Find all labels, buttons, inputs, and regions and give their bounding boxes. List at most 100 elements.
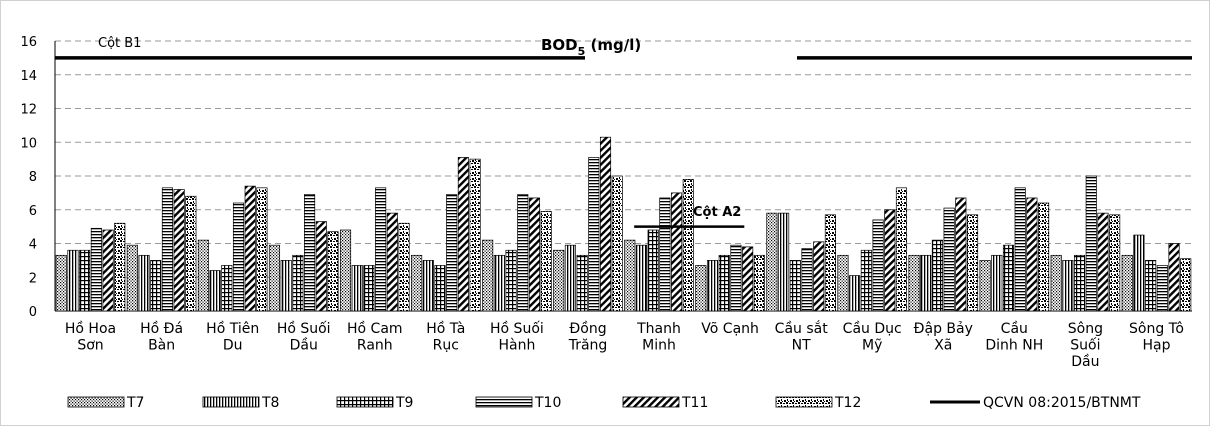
category-label: Hồ Đá Bàn bbox=[140, 320, 183, 354]
bar-t8 bbox=[564, 244, 576, 312]
y-tick-label: 14 bbox=[20, 69, 37, 84]
legend-swatch-t11 bbox=[622, 396, 680, 408]
bar-t12 bbox=[611, 175, 623, 312]
y-tick-label: 4 bbox=[29, 238, 37, 253]
category-label-line: Mỹ bbox=[862, 338, 882, 354]
legend-swatch-t7 bbox=[67, 396, 125, 408]
bar-t7 bbox=[197, 239, 209, 312]
y-tick-label: 16 bbox=[20, 35, 37, 50]
category-label: Sông Tô Hạp bbox=[1129, 321, 1184, 354]
bar-t11 bbox=[1097, 212, 1109, 312]
category-label-line: Đập Bảy bbox=[914, 321, 973, 337]
bar-t9 bbox=[789, 260, 801, 312]
bar-t9 bbox=[292, 254, 304, 312]
bar-t10 bbox=[1014, 187, 1026, 312]
category-label-line: Hồ Đá bbox=[140, 320, 183, 337]
bar-t7 bbox=[766, 212, 778, 312]
bar-t7 bbox=[1121, 254, 1133, 312]
y-tick-label: 12 bbox=[20, 103, 37, 118]
bar-t12 bbox=[540, 211, 552, 312]
bar-t11 bbox=[457, 157, 469, 312]
bar-t10 bbox=[446, 194, 458, 312]
legend-swatch-t10 bbox=[475, 396, 533, 408]
legend: T7 T8 T9 T10 T11 T12 QCVN 08:2015/BTNMT bbox=[67, 395, 1141, 411]
legend-swatch-t9 bbox=[336, 396, 394, 408]
bar-t9 bbox=[1002, 244, 1015, 312]
bar-t11 bbox=[315, 221, 327, 312]
category-label: Sông Suối Dầu bbox=[1068, 321, 1103, 370]
category-label: Cầu Dục Mỹ bbox=[843, 321, 902, 354]
bar-t9 bbox=[363, 265, 375, 312]
category-label: Võ Cạnh bbox=[701, 321, 759, 337]
bar-t10 bbox=[1085, 175, 1097, 312]
bar-t11 bbox=[813, 241, 825, 312]
bar-t8 bbox=[209, 270, 221, 312]
bar-t7 bbox=[482, 239, 494, 312]
bar-t8 bbox=[493, 254, 505, 312]
legend-swatch-t8 bbox=[202, 396, 260, 408]
category-label-line: Hồ Suối bbox=[490, 320, 544, 337]
bar-t11 bbox=[884, 209, 896, 312]
bar-t8 bbox=[635, 244, 648, 312]
bar-t7 bbox=[979, 260, 991, 312]
bar-t11 bbox=[599, 136, 612, 312]
category-label: Cầu sắt NT bbox=[775, 320, 829, 354]
bar-t12 bbox=[1180, 258, 1192, 312]
bar-t12 bbox=[1109, 214, 1121, 312]
category-label: Đồng Trăng bbox=[568, 320, 608, 354]
bar-t8 bbox=[991, 254, 1003, 312]
bar-t12 bbox=[682, 179, 694, 312]
bar-t11 bbox=[528, 197, 541, 312]
category-label-line: Võ Cạnh bbox=[701, 321, 759, 337]
bar-t10 bbox=[659, 197, 671, 312]
bar-t10 bbox=[943, 207, 955, 312]
bar-t8 bbox=[849, 275, 861, 312]
category-label-line: Thanh bbox=[636, 321, 681, 337]
bar-t10 bbox=[90, 227, 102, 312]
bars bbox=[55, 136, 1192, 312]
category-label: Hồ Suối Dầu bbox=[277, 320, 331, 354]
legend-label-t10: T10 bbox=[534, 395, 561, 411]
bar-t12 bbox=[824, 214, 836, 312]
bar-t10 bbox=[1156, 265, 1168, 312]
bar-t11 bbox=[386, 212, 398, 312]
bar-t7 bbox=[126, 244, 138, 312]
bar-t9 bbox=[79, 249, 91, 312]
category-label-line: Trăng bbox=[568, 338, 608, 354]
bar-t11 bbox=[244, 185, 256, 312]
category-label: Cầu Dinh NH bbox=[985, 321, 1043, 354]
bar-t10 bbox=[730, 244, 742, 312]
bar-t7 bbox=[268, 244, 281, 312]
category-label-line: Hồ Tiên bbox=[206, 320, 259, 337]
bar-t11 bbox=[1026, 197, 1038, 312]
y-tick-label: 8 bbox=[29, 170, 37, 185]
y-tick-label: 2 bbox=[29, 271, 37, 286]
category-label-line: Xã bbox=[934, 338, 952, 354]
legend-label-reference: QCVN 08:2015/BTNMT bbox=[983, 395, 1141, 411]
category-label: Thanh Minh bbox=[636, 321, 681, 354]
category-label: Hồ Suối Hành bbox=[490, 320, 544, 354]
bar-t7 bbox=[837, 254, 849, 312]
category-label-line: Du bbox=[223, 338, 243, 354]
bar-t9 bbox=[434, 265, 446, 312]
bar-t8 bbox=[1062, 260, 1074, 312]
category-label-line: Rục bbox=[433, 338, 459, 354]
bar-t7 bbox=[1050, 254, 1062, 312]
bar-t8 bbox=[778, 212, 790, 312]
bar-t9 bbox=[1145, 260, 1157, 312]
legend-label-t11: T11 bbox=[681, 395, 708, 411]
category-label: Hồ Tiên Du bbox=[206, 320, 259, 354]
bar-t8 bbox=[138, 254, 150, 312]
category-label-line: Suối bbox=[1070, 337, 1100, 354]
category-label-line: Sông Tô bbox=[1129, 321, 1184, 337]
bar-t11 bbox=[173, 189, 185, 312]
bar-t7 bbox=[411, 254, 423, 312]
legend-label-t8: T8 bbox=[261, 395, 279, 411]
bar-t7 bbox=[339, 229, 352, 312]
legend-label-t12: T12 bbox=[834, 395, 861, 411]
category-label-line: Cầu Dục bbox=[843, 321, 902, 337]
bar-t8 bbox=[422, 260, 434, 312]
y-tick-labels: 0 2 4 6 8 10 12 14 16 bbox=[20, 35, 37, 320]
bar-t9 bbox=[647, 229, 659, 312]
